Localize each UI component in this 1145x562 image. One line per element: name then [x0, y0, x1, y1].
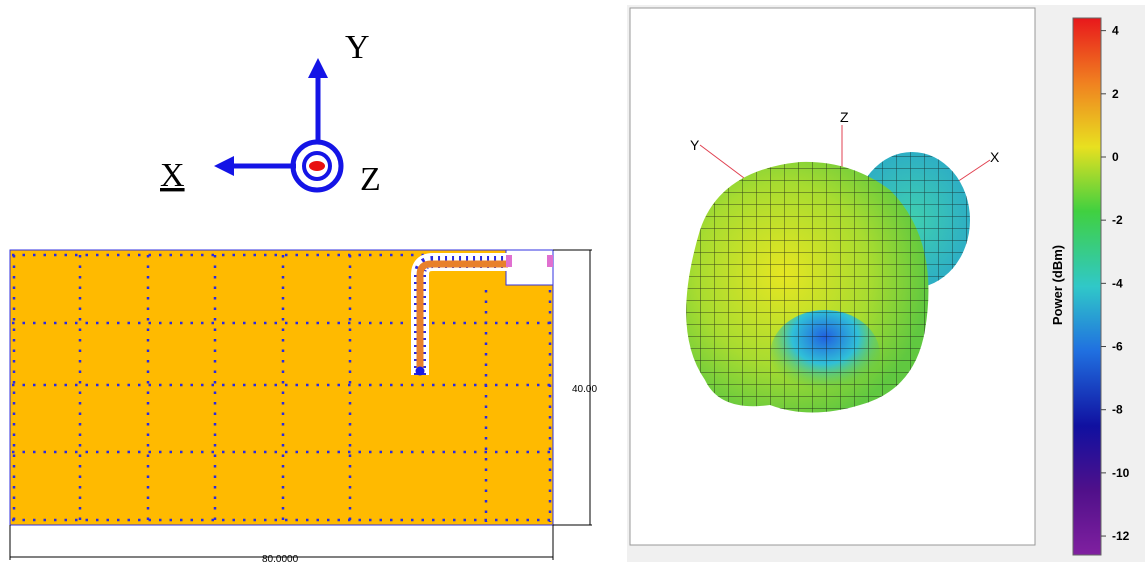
colorbar-tick-label: -6 — [1112, 340, 1123, 354]
arrow-head — [308, 58, 328, 78]
radiation-pattern — [686, 125, 991, 413]
colorbar-tick-label: -10 — [1112, 466, 1130, 480]
colorbar-tick-label: -2 — [1112, 213, 1123, 227]
board-layout: 40.00 80.0000 — [9, 249, 597, 562]
colorbar-tick-label: 4 — [1112, 24, 1119, 38]
port — [506, 255, 512, 267]
colorbar-tick-label: -12 — [1112, 529, 1130, 543]
colorbar-tick-label: -8 — [1112, 403, 1123, 417]
colorbar-tick-label: 0 — [1112, 150, 1119, 164]
notch — [505, 249, 554, 286]
colorbar-tick-label: 2 — [1112, 87, 1119, 101]
y-axis-label: Y — [345, 29, 370, 66]
feed-point — [415, 366, 425, 376]
pattern-x-label: X — [990, 149, 1000, 165]
width-label: 80.0000 — [262, 554, 299, 562]
colorbar-label: Power (dBm) — [1050, 245, 1065, 325]
pattern-y-label: Y — [690, 137, 700, 153]
axes-icon — [230, 72, 344, 193]
ground-plane — [9, 249, 554, 526]
colorbar-ticks: 4 2 0 -2 -4 -6 -8 -10 -12 — [1101, 24, 1130, 543]
arrow-head — [214, 156, 234, 176]
dimension-lines — [9, 249, 592, 560]
feed-line — [416, 260, 508, 372]
colorbar — [1072, 17, 1102, 556]
height-label: 40.00 — [572, 384, 597, 395]
pattern-z-label: Z — [840, 109, 849, 125]
port — [547, 255, 553, 267]
x-axis-label: X — [160, 157, 185, 194]
z-axis-label: Z — [360, 161, 381, 198]
colorbar-tick-label: -4 — [1112, 276, 1123, 290]
z-dot — [309, 161, 325, 171]
